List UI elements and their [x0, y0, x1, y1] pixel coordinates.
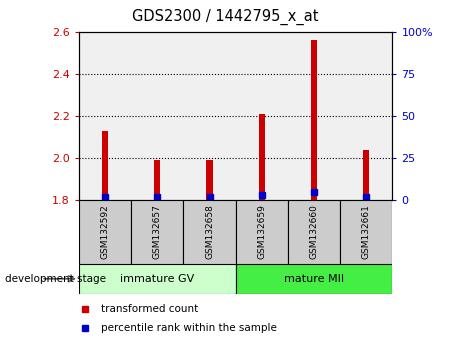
Text: GSM132658: GSM132658 — [205, 204, 214, 259]
Text: GSM132592: GSM132592 — [101, 205, 110, 259]
Text: percentile rank within the sample: percentile rank within the sample — [101, 323, 277, 333]
Text: immature GV: immature GV — [120, 274, 194, 284]
Bar — [258, 114, 265, 200]
Text: development stage: development stage — [5, 274, 106, 284]
Text: GSM132660: GSM132660 — [309, 204, 318, 259]
Bar — [235, 264, 392, 294]
Text: transformed count: transformed count — [101, 304, 198, 314]
Bar — [311, 40, 317, 200]
Bar — [235, 200, 288, 264]
Text: GDS2300 / 1442795_x_at: GDS2300 / 1442795_x_at — [132, 9, 319, 25]
Text: mature MII: mature MII — [284, 274, 344, 284]
Text: GSM132659: GSM132659 — [257, 204, 266, 259]
Bar — [363, 149, 369, 200]
Bar — [79, 200, 131, 264]
Bar — [340, 200, 392, 264]
Text: GSM132661: GSM132661 — [362, 204, 371, 259]
Bar — [154, 160, 161, 200]
Bar — [184, 200, 235, 264]
Bar — [102, 131, 108, 200]
Bar — [79, 264, 235, 294]
Text: GSM132657: GSM132657 — [153, 204, 162, 259]
Bar — [288, 200, 340, 264]
Bar — [131, 200, 184, 264]
Bar — [207, 160, 213, 200]
